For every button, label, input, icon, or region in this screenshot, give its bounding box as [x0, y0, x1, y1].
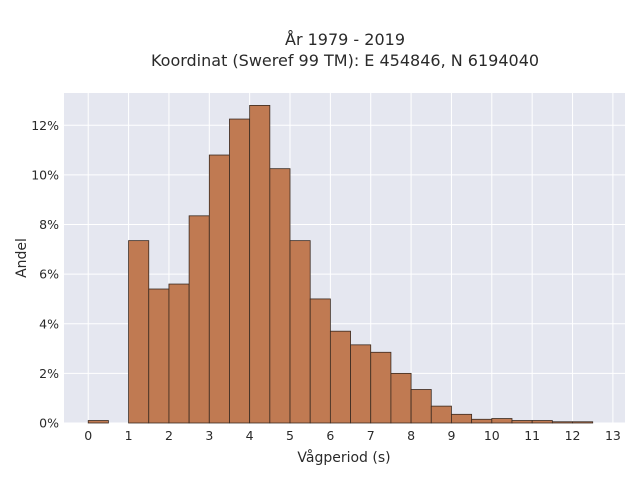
- x-tick-label: 3: [205, 428, 213, 443]
- x-tick-label: 13: [605, 428, 621, 443]
- histogram-bar: [148, 288, 170, 424]
- histogram-bar: [269, 168, 291, 424]
- x-tick-label: 5: [286, 428, 294, 443]
- histogram-bar: [511, 420, 533, 424]
- y-tick-label: 6%: [39, 267, 59, 282]
- histogram-bar: [410, 389, 432, 424]
- y-tick-label: 12%: [31, 118, 59, 133]
- x-tick-label: 7: [367, 428, 375, 443]
- histogram-bar: [491, 418, 513, 424]
- y-tick-labels: 0% 2% 4% 6% 8% 10% 12%: [31, 118, 59, 431]
- y-tick-label: 8%: [39, 217, 59, 232]
- chart-subtitle: Koordinat (Sweref 99 TM): E 454846, N 61…: [151, 51, 539, 70]
- y-tick-label: 0%: [39, 416, 59, 431]
- histogram-bar: [188, 215, 210, 424]
- x-tick-label: 6: [326, 428, 334, 443]
- histogram-bar: [370, 351, 392, 424]
- histogram-bar: [168, 283, 190, 424]
- histogram-bar: [551, 421, 573, 424]
- x-tick-label: 4: [246, 428, 254, 443]
- histogram-bar: [208, 154, 230, 424]
- x-tick-label: 12: [565, 428, 581, 443]
- x-tick-label: 9: [447, 428, 455, 443]
- histogram-bar: [309, 298, 331, 424]
- histogram-bar: [249, 105, 271, 424]
- y-axis-label: Andel: [14, 238, 30, 278]
- histogram-bar: [471, 418, 493, 424]
- histogram-bar: [229, 118, 251, 424]
- histogram-bar: [451, 413, 473, 424]
- histogram-bar: [128, 240, 150, 424]
- bars: [87, 105, 594, 424]
- y-tick-label: 2%: [39, 366, 59, 381]
- x-tick-label: 10: [484, 428, 500, 443]
- x-axis-label: Vågperiod (s): [297, 449, 390, 466]
- histogram-bar: [430, 405, 452, 424]
- histogram-bar: [87, 420, 109, 424]
- histogram-bar: [531, 420, 553, 424]
- x-tick-label: 1: [125, 428, 133, 443]
- x-tick-label: 2: [165, 428, 173, 443]
- y-tick-label: 4%: [39, 316, 59, 331]
- histogram-bar: [289, 240, 311, 424]
- histogram-bar: [350, 344, 372, 424]
- y-tick-label: 10%: [31, 167, 59, 182]
- x-tick-label: 11: [524, 428, 540, 443]
- x-tick-labels: 0 1 2 3 4 5 6 7 8 9 10 11 12 13: [84, 428, 621, 443]
- x-tick-label: 0: [84, 428, 92, 443]
- x-tick-label: 8: [407, 428, 415, 443]
- chart-title: År 1979 - 2019: [285, 30, 405, 49]
- histogram-bar: [572, 421, 594, 424]
- histogram-bar: [329, 330, 351, 424]
- histogram-bar: [390, 372, 412, 424]
